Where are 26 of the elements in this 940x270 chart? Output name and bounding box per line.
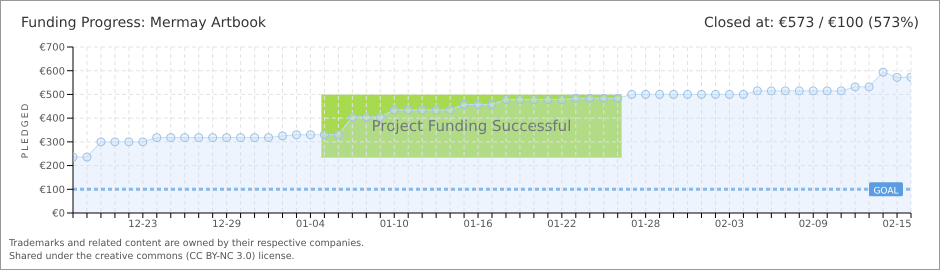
ref-line-label: GOAL	[873, 186, 899, 196]
x-tick-label: 01-22	[547, 219, 576, 230]
x-tick-label: 01-16	[464, 219, 493, 230]
x-tick-label: 01-28	[631, 219, 660, 230]
y-axis-title: PLEDGED	[21, 102, 32, 158]
chart-title: Funding Progress: Mermay Artbook	[21, 15, 266, 31]
y-tick-label: €0	[52, 208, 65, 220]
chart-subtitle: Closed at: €573 / €100 (573%)	[704, 15, 919, 31]
y-tick-label: €500	[40, 90, 65, 101]
x-tick-label: 02-15	[882, 219, 912, 230]
x-tick-label: 12-23	[128, 219, 158, 230]
text: Shared under the creative commons (CC BY-NC 3.0) license.	[9, 250, 296, 263]
y-tick-label: €300	[40, 137, 65, 148]
x-tick-label: 02-03	[714, 219, 744, 230]
y-tick-label: €700	[40, 42, 65, 54]
annotation: Project Funding Successful	[372, 117, 572, 135]
y-tick-label: €600	[40, 66, 65, 78]
x-tick-label: 01-04	[296, 219, 325, 230]
y-tick-label: €200	[40, 161, 65, 172]
x-tick-label: 02-09	[798, 219, 828, 230]
success-banner: Project Funding Successful	[321, 94, 622, 158]
y-tick-label: €100	[40, 184, 65, 196]
x-tick-label: 12-29	[212, 219, 242, 230]
x-tick-label: 01-10	[380, 219, 409, 230]
text: Trademarks and related content are owned by their respective companies.	[9, 237, 364, 250]
y-tick-label: €400	[40, 114, 65, 125]
